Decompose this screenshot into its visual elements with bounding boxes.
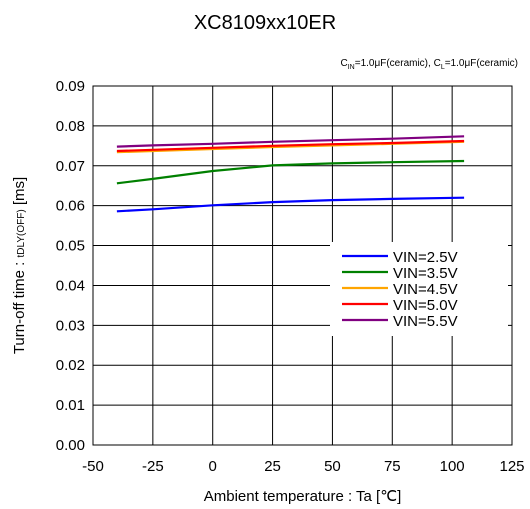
x-tick-label: 125 bbox=[499, 458, 524, 475]
legend-label: VIN=4.5V bbox=[393, 281, 458, 298]
series-line bbox=[116, 196, 465, 213]
legend-label: VIN=2.5V bbox=[393, 249, 458, 266]
y-axis-label: Turn-off time : tDLY(OFF) [ms] bbox=[11, 177, 28, 354]
test-conditions: CIN=1.0μF(ceramic), CL=1.0μF(ceramic) bbox=[341, 58, 519, 71]
cin-subscript: IN bbox=[347, 64, 355, 71]
series-line bbox=[116, 159, 465, 185]
y-tick-label: 0.02 bbox=[56, 357, 85, 374]
cl-subscript: L bbox=[440, 64, 445, 71]
series-line bbox=[116, 139, 465, 153]
series-line bbox=[116, 135, 465, 148]
y-tick-label: 0.03 bbox=[56, 317, 85, 334]
chart-title: XC8109xx10ER bbox=[193, 12, 337, 34]
y-axis-label-main: Turn-off time : bbox=[11, 257, 28, 354]
x-axis-label: Ambient temperature : Ta [℃] bbox=[204, 488, 402, 505]
y-axis-label-sub: tDLY(OFF) bbox=[16, 209, 27, 257]
y-axis-label-unit: [ms] bbox=[11, 177, 28, 210]
y-tick-label: 0.09 bbox=[56, 78, 85, 95]
legend-label: VIN=3.5V bbox=[393, 265, 458, 282]
x-tick-label: 100 bbox=[440, 458, 465, 475]
y-tick-label: 0.08 bbox=[56, 118, 85, 135]
x-tick-label: 50 bbox=[324, 458, 341, 475]
y-tick-label: 0.05 bbox=[56, 238, 85, 255]
cl-value: =1.0μF(ceramic) bbox=[444, 58, 518, 69]
y-tick-label: 0.00 bbox=[56, 437, 85, 454]
legend-label: VIN=5.0V bbox=[393, 297, 458, 314]
plot-frame bbox=[92, 85, 513, 446]
y-tick-label: 0.01 bbox=[56, 397, 85, 414]
x-tick-label: 0 bbox=[209, 458, 217, 475]
y-tick-label: 0.04 bbox=[56, 277, 85, 294]
x-tick-label: -25 bbox=[142, 458, 164, 475]
y-tick-label: 0.07 bbox=[56, 158, 85, 175]
series-lines bbox=[116, 135, 465, 213]
x-tick-label: 75 bbox=[384, 458, 401, 475]
y-tick-label: 0.06 bbox=[56, 198, 85, 215]
cin-symbol: C bbox=[340, 58, 348, 69]
tick-labels: -50 -25 0 25 50 75 100 125 0.00 0.01 0.02 0.03 0.04 0… bbox=[56, 78, 525, 475]
legend-label: VIN=5.5V bbox=[393, 313, 458, 330]
cl-symbol: C bbox=[433, 58, 441, 69]
x-tick-label: -50 bbox=[82, 458, 104, 475]
x-tick-label: 25 bbox=[264, 458, 281, 475]
cin-value: =1.0μF(ceramic), bbox=[354, 58, 431, 69]
